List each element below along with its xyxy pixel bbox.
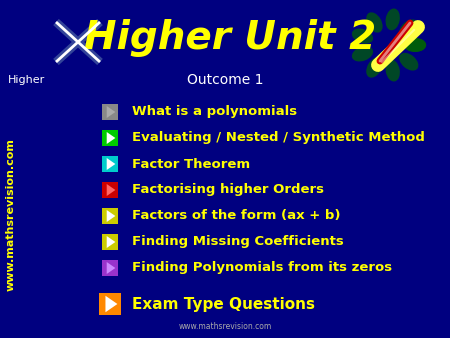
Text: Factors of the form (ax + b): Factors of the form (ax + b) (132, 210, 341, 222)
Bar (102, 208, 118, 224)
Polygon shape (107, 158, 115, 170)
Bar (102, 156, 118, 172)
Ellipse shape (352, 28, 373, 44)
Ellipse shape (352, 46, 373, 62)
Bar (99, 293, 121, 315)
Text: Exam Type Questions: Exam Type Questions (132, 296, 315, 312)
Polygon shape (107, 106, 115, 118)
Ellipse shape (399, 53, 418, 71)
Text: Higher Unit 2: Higher Unit 2 (84, 19, 376, 57)
Text: Finding Polynomials from its zeros: Finding Polynomials from its zeros (132, 262, 392, 274)
Text: Evaluating / Nested / Synthetic Method: Evaluating / Nested / Synthetic Method (132, 131, 425, 145)
Bar (102, 234, 118, 250)
Bar (102, 182, 118, 198)
Ellipse shape (366, 57, 382, 78)
Bar (102, 260, 118, 276)
Text: Outcome 1: Outcome 1 (187, 73, 263, 87)
Text: Factor Theorem: Factor Theorem (132, 158, 250, 170)
Polygon shape (107, 132, 115, 144)
Polygon shape (107, 210, 115, 222)
Ellipse shape (404, 38, 426, 52)
Polygon shape (107, 262, 115, 274)
Ellipse shape (386, 60, 400, 81)
Text: Finding Missing Coefficients: Finding Missing Coefficients (132, 236, 344, 248)
Bar (102, 130, 118, 146)
Ellipse shape (404, 38, 426, 52)
Text: www.mathsrevision.com: www.mathsrevision.com (6, 139, 16, 291)
Text: Factorising higher Orders: Factorising higher Orders (132, 184, 324, 196)
Ellipse shape (399, 19, 418, 37)
Text: www.mathsrevision.com: www.mathsrevision.com (178, 322, 272, 331)
Text: Higher: Higher (8, 75, 45, 85)
Ellipse shape (366, 12, 382, 33)
Polygon shape (105, 296, 117, 312)
Polygon shape (107, 184, 115, 196)
Ellipse shape (386, 8, 400, 30)
Polygon shape (107, 236, 115, 248)
Text: What is a polynomials: What is a polynomials (132, 105, 297, 119)
Bar (102, 104, 118, 120)
